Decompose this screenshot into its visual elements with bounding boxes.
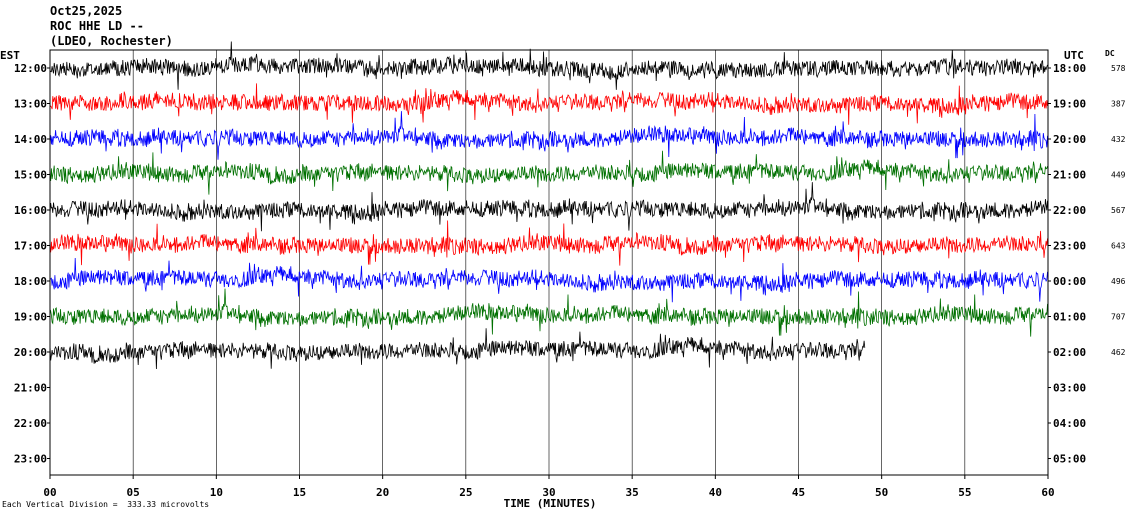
utc-hour-label: 02:00 (1053, 346, 1086, 359)
network-label: (LDEO, Rochester) (50, 34, 173, 48)
utc-hour-label: 22:00 (1053, 204, 1086, 217)
dc-value: 432 (1111, 135, 1126, 144)
scale-note: Each Vertical Division = 333.33 microvol… (2, 500, 210, 509)
utc-hour-label: 21:00 (1053, 169, 1086, 182)
dc-value: 496 (1111, 277, 1126, 286)
est-hour-label: 16:00 (14, 204, 47, 217)
utc-hour-label: 05:00 (1053, 453, 1086, 466)
utc-hour-label: 00:00 (1053, 275, 1086, 288)
dc-column-label: DC (1105, 49, 1115, 58)
seismic-trace (49, 328, 866, 370)
utc-hour-label: 01:00 (1053, 311, 1086, 324)
seismic-trace (49, 111, 1048, 160)
x-tick-label: 25 (459, 486, 472, 499)
seismic-trace (49, 41, 1048, 90)
x-tick-label: 30 (542, 486, 555, 499)
seismic-traces (49, 41, 1048, 370)
seismic-trace (49, 257, 1048, 303)
x-tick-label: 60 (1041, 486, 1054, 499)
dc-value: 462 (1111, 348, 1126, 357)
est-hour-label: 12:00 (14, 62, 47, 75)
est-hour-label: 20:00 (14, 346, 47, 359)
est-hour-label: 22:00 (14, 417, 47, 430)
seismic-trace (49, 288, 1048, 337)
est-hour-labels: 12:00 13:00 14:00 15:00 16:00 17:00 18:00 19:00… (14, 62, 50, 466)
minute-gridlines (132, 50, 966, 475)
utc-hour-label: 20:00 (1053, 133, 1086, 146)
est-hour-label: 21:00 (14, 382, 47, 395)
x-tick-label: 00 (43, 486, 56, 499)
x-tick-label: 35 (626, 486, 639, 499)
utc-hour-label: 03:00 (1053, 382, 1086, 395)
seismic-trace (49, 182, 1048, 232)
plot-date: Oct25,2025 (50, 4, 123, 18)
x-tick-label: 15 (293, 486, 306, 499)
dc-value: 449 (1111, 171, 1126, 180)
x-axis-title: TIME (MINUTES) (503, 497, 597, 510)
x-tick-label: 40 (709, 486, 722, 499)
x-tick-label: 20 (376, 486, 389, 499)
est-hour-label: 13:00 (14, 98, 47, 111)
est-hour-label: 14:00 (14, 133, 47, 146)
seismic-trace (49, 150, 1048, 195)
utc-hour-label: 04:00 (1053, 417, 1086, 430)
dc-value: 578 (1111, 64, 1126, 73)
dc-value: 643 (1111, 242, 1126, 251)
est-hour-label: 23:00 (14, 453, 47, 466)
x-axis-ticks: 00 05 10 15 20 25 30 35 40 45 50 55 60 (43, 475, 1055, 499)
dc-value: 567 (1111, 206, 1126, 215)
x-tick-label: 50 (875, 486, 888, 499)
seismic-trace (49, 220, 1048, 266)
utc-hour-label: 19:00 (1053, 98, 1086, 111)
utc-axis-label: UTC (1064, 49, 1084, 62)
x-tick-label: 55 (958, 486, 971, 499)
est-hour-label: 19:00 (14, 311, 47, 324)
est-axis-label: EST (0, 49, 20, 62)
x-tick-label: 10 (210, 486, 223, 499)
station-code: ROC HHE LD -- (50, 19, 144, 33)
utc-hour-labels: 18:00 19:00 20:00 21:00 22:00 23:00 00:00 01:00… (1048, 62, 1086, 466)
dc-value: 387 (1111, 100, 1126, 109)
est-hour-label: 15:00 (14, 169, 47, 182)
est-hour-label: 17:00 (14, 240, 47, 253)
dc-value: 707 (1111, 313, 1126, 322)
utc-hour-label: 18:00 (1053, 62, 1086, 75)
seismic-trace (49, 83, 1048, 125)
utc-hour-label: 23:00 (1053, 240, 1086, 253)
dc-values: 578 387 432 449 567 643 496 707 462 (1111, 64, 1126, 357)
x-tick-label: 45 (792, 486, 805, 499)
est-hour-label: 18:00 (14, 275, 47, 288)
x-tick-label: 05 (127, 486, 140, 499)
